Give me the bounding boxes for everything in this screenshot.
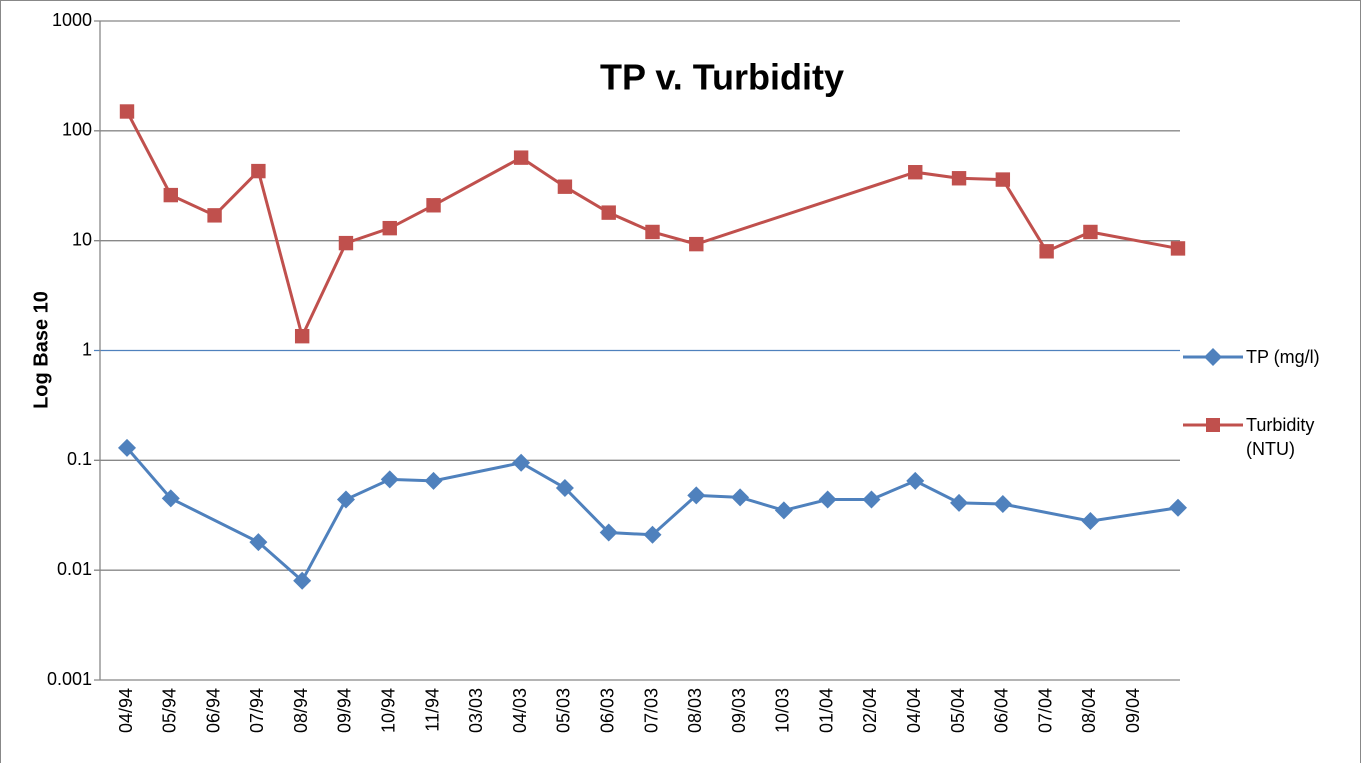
x-tick-label: 06/04 xyxy=(992,688,1012,733)
marker xyxy=(163,187,178,203)
marker xyxy=(950,493,969,512)
marker xyxy=(512,453,531,472)
legend-marker xyxy=(1206,418,1220,432)
legend-label: TP (mg/l) xyxy=(1246,347,1320,367)
x-tick-label: 04/04 xyxy=(904,688,924,733)
marker xyxy=(689,236,704,252)
x-tick-label: 05/94 xyxy=(160,688,180,733)
x-tick-label: 05/04 xyxy=(948,688,968,733)
x-tick-label: 01/04 xyxy=(816,688,836,733)
x-tick-label: 11/94 xyxy=(422,688,442,732)
marker xyxy=(293,571,312,590)
x-tick-label: 07/94 xyxy=(247,688,267,733)
x-tick-label: 06/03 xyxy=(597,688,617,733)
x-tick-label: 05/03 xyxy=(554,688,574,733)
marker xyxy=(118,438,136,457)
marker xyxy=(382,220,397,236)
y-axis-label: Log Base 10 xyxy=(30,291,52,409)
x-tick-label: 09/03 xyxy=(729,688,749,733)
y-tick-label: 0.01 xyxy=(57,559,92,579)
marker xyxy=(249,533,268,552)
x-tick-label: 08/94 xyxy=(291,688,311,733)
marker xyxy=(161,489,180,508)
marker xyxy=(643,525,662,544)
marker xyxy=(294,328,310,344)
marker xyxy=(862,490,881,509)
marker xyxy=(993,495,1012,514)
marker xyxy=(645,224,660,240)
y-tick-label: 10 xyxy=(72,229,92,249)
x-tick-label: 07/03 xyxy=(641,688,661,733)
marker xyxy=(380,470,399,489)
x-tick-label: 08/03 xyxy=(685,688,705,733)
marker xyxy=(251,163,266,179)
y-tick-label: 1 xyxy=(82,339,92,359)
marker xyxy=(906,471,925,490)
marker xyxy=(1170,241,1186,256)
marker xyxy=(951,171,967,186)
x-tick-label: 10/94 xyxy=(379,688,399,733)
marker xyxy=(731,488,750,507)
chart-title: TP v. Turbidity xyxy=(600,57,844,98)
marker xyxy=(513,150,529,165)
x-tick-label: 04/94 xyxy=(116,688,136,733)
legend-label: Turbidity (NTU) xyxy=(1246,415,1315,459)
x-tick-label: 09/04 xyxy=(1123,688,1143,733)
marker xyxy=(687,486,706,505)
marker xyxy=(207,208,222,223)
x-tick-label: 02/04 xyxy=(860,688,880,733)
marker xyxy=(818,490,837,509)
y-tick-label: 0.1 xyxy=(67,449,92,469)
marker xyxy=(119,104,135,119)
x-tick-label: 08/04 xyxy=(1079,688,1099,733)
y-tick-label: 1000 xyxy=(52,10,92,30)
x-tick-label: 04/03 xyxy=(510,688,530,733)
marker xyxy=(1083,224,1098,240)
marker xyxy=(557,179,573,194)
marker xyxy=(908,165,923,180)
marker xyxy=(424,471,443,490)
y-tick-label: 0.001 xyxy=(47,669,92,689)
marker xyxy=(426,198,441,213)
marker xyxy=(601,205,616,220)
x-tick-label: 10/03 xyxy=(773,688,793,733)
x-tick-label: 03/03 xyxy=(466,688,486,733)
legend-marker xyxy=(1204,348,1222,366)
marker xyxy=(774,501,793,520)
marker xyxy=(555,478,574,497)
x-tick-label: 06/94 xyxy=(203,688,223,733)
marker xyxy=(338,235,354,251)
marker xyxy=(1039,244,1054,259)
marker xyxy=(336,490,355,509)
x-tick-label: 07/04 xyxy=(1035,688,1055,733)
marker xyxy=(599,523,618,542)
y-tick-label: 100 xyxy=(62,120,92,140)
x-tick-label: 09/94 xyxy=(335,688,355,733)
marker xyxy=(995,172,1011,187)
marker xyxy=(1081,512,1100,531)
marker xyxy=(1169,498,1187,517)
